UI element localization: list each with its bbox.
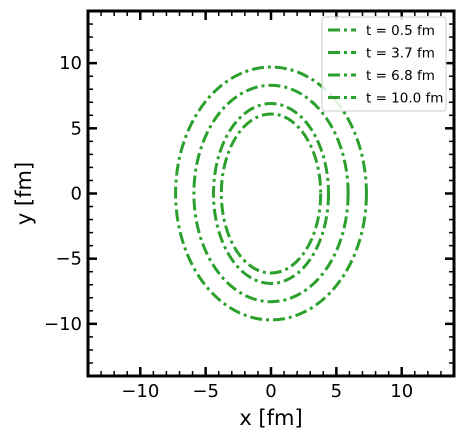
y-tick-label: 10 <box>59 53 82 74</box>
x-axis-label: x [fm] <box>239 406 302 430</box>
series-ellipse-3 <box>192 83 350 304</box>
x-tick-label: 5 <box>331 381 342 402</box>
legend: t = 0.5 fm t = 3.7 fm t = 6.8 fm t = 10.0 f… <box>321 16 447 112</box>
x-tick-label: −10 <box>121 381 159 402</box>
x-tick-label: −5 <box>192 381 219 402</box>
legend-label: t = 10.0 fm <box>366 91 443 107</box>
x-tick-label: 0 <box>265 381 276 402</box>
plot-layer <box>174 65 368 322</box>
legend-label: t = 0.5 fm <box>366 23 435 39</box>
legend-label: t = 6.8 fm <box>366 68 435 84</box>
series-ellipse-2 <box>211 102 331 285</box>
series-ellipse-1 <box>219 112 323 275</box>
legend-label: t = 3.7 fm <box>366 46 435 62</box>
y-tick-label: −5 <box>55 249 82 270</box>
y-tick-label: 5 <box>71 118 82 139</box>
y-tick-label: −10 <box>44 314 82 335</box>
axes-layer: −10 −5 0 5 10 −10 −5 0 5 10 <box>44 9 456 402</box>
y-axis-label: y [fm] <box>12 162 36 225</box>
series-group <box>174 65 368 322</box>
series-ellipse-4 <box>174 65 368 322</box>
legend-box <box>321 16 447 112</box>
y-tick-label: 0 <box>71 184 82 205</box>
x-tick-label: 10 <box>390 381 413 402</box>
